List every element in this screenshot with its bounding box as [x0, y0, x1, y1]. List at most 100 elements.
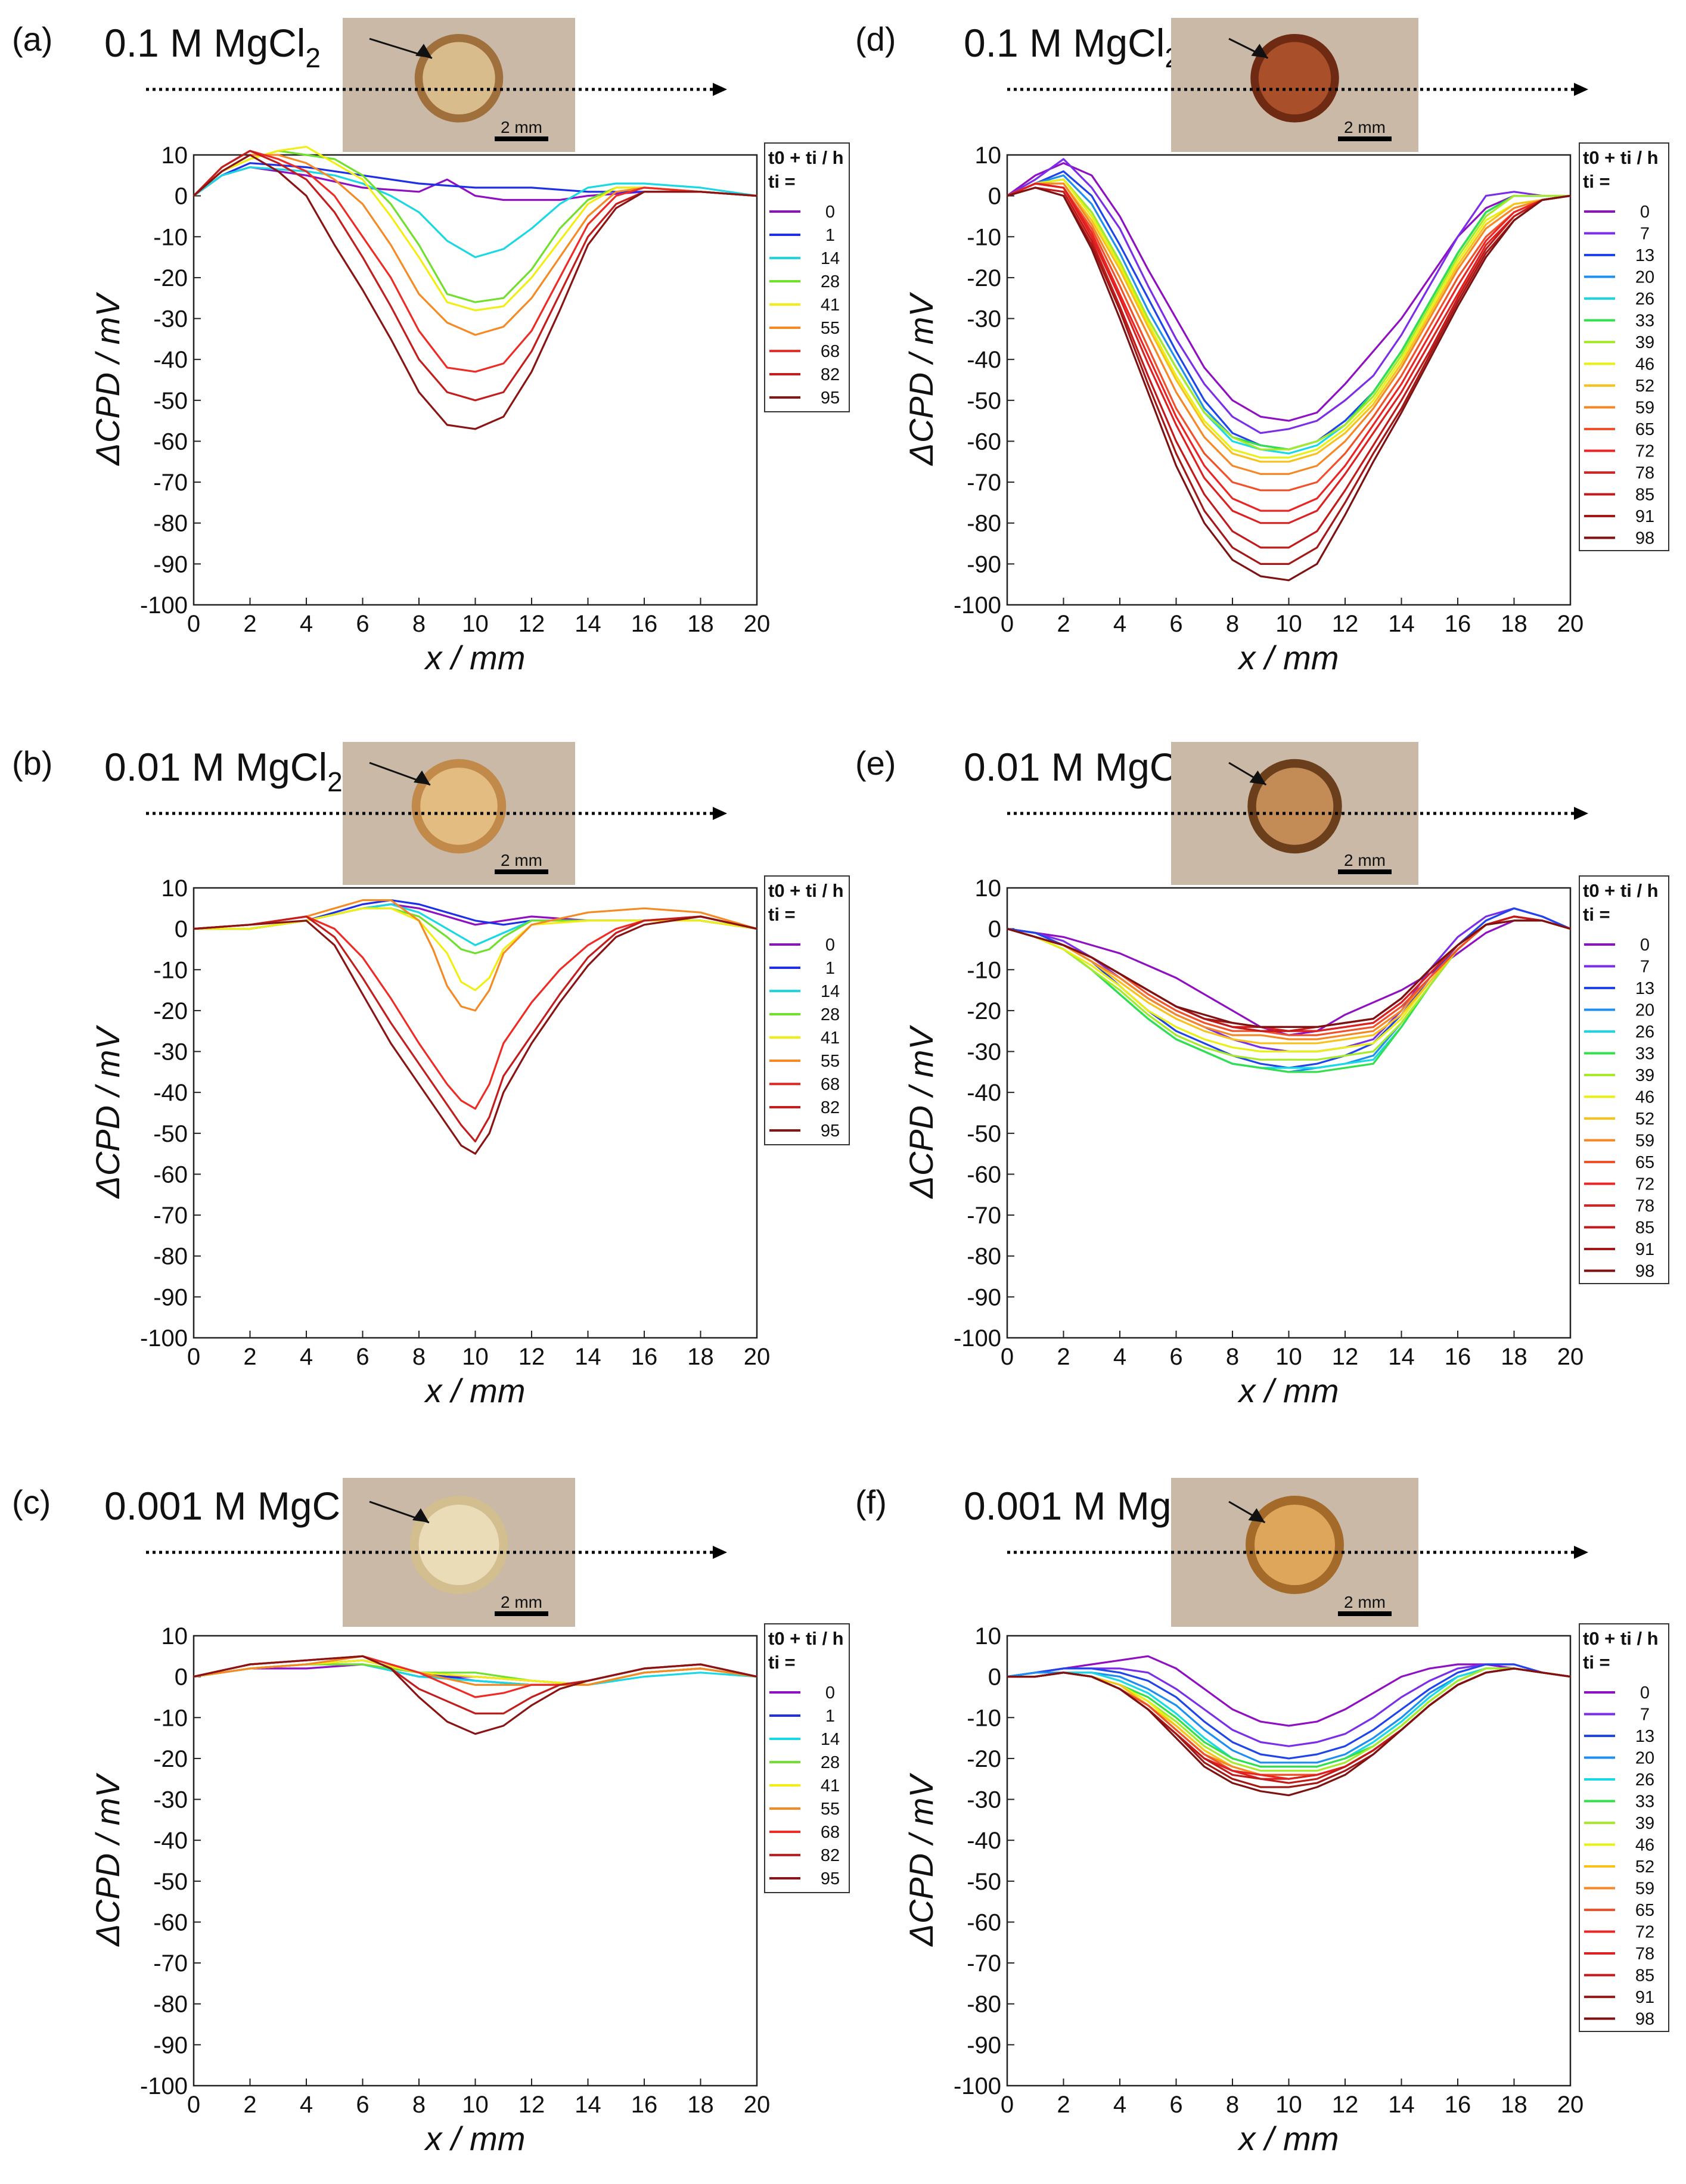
x-axis-title: x / mm: [424, 639, 526, 676]
legend-entry: 78: [1635, 1944, 1654, 1964]
y-tick-label: -30: [153, 1787, 188, 1813]
legend-header-ti: ti =: [768, 1652, 796, 1673]
legend-box: [764, 142, 850, 412]
y-tick-label: -100: [140, 2073, 188, 2099]
legend-entry: 20: [1635, 268, 1654, 287]
y-tick-label: 10: [975, 142, 1002, 169]
x-tick-label: 8: [412, 611, 426, 637]
y-axis-title: ΔCPD / mV: [89, 1025, 126, 1200]
legend-entry: 59: [1635, 399, 1654, 418]
series-line-52: [1007, 182, 1571, 463]
legend-entry: 26: [1635, 290, 1654, 309]
y-tick-label: -40: [153, 1080, 188, 1106]
y-tick-label: -60: [967, 1909, 1001, 1936]
series-line-52: [1007, 915, 1571, 1045]
x-tick-label: 10: [462, 2092, 489, 2118]
legend-entry: 7: [1640, 225, 1650, 244]
legend-entry: 65: [1635, 1901, 1654, 1920]
legend-header: t0 + ti / h: [768, 147, 844, 168]
y-tick-label: -30: [967, 1039, 1001, 1065]
scale-bar-label: 2 mm: [501, 1593, 542, 1611]
x-tick-label: 0: [187, 2092, 200, 2118]
legend-header-ti: ti =: [768, 904, 796, 925]
y-tick-label: -50: [967, 1869, 1001, 1895]
y-axis-title: ΔCPD / mV: [89, 292, 126, 467]
legend-entry: 95: [821, 1121, 840, 1141]
x-tick-label: 0: [187, 611, 200, 637]
legend-entry: 59: [1635, 1879, 1654, 1899]
x-tick-label: 4: [300, 611, 313, 637]
legend-header-ti: ti =: [768, 171, 796, 192]
y-tick-label: -10: [967, 957, 1001, 983]
x-tick-label: 14: [575, 611, 601, 637]
series-line-95: [193, 915, 757, 1155]
y-tick-label: -20: [153, 1746, 188, 1772]
x-tick-label: 20: [744, 611, 771, 637]
legend-entry: 14: [821, 1730, 840, 1749]
legend-entry: 1: [825, 959, 835, 978]
legend-entry: 1: [825, 1707, 835, 1726]
legend-box: [1579, 875, 1669, 1284]
legend-entry: 20: [1635, 1749, 1654, 1768]
legend-entry: 78: [1635, 464, 1654, 483]
legend-entry: 59: [1635, 1132, 1654, 1151]
x-tick-label: 2: [243, 1344, 256, 1370]
panel-title: 0.1 M MgCl2: [964, 21, 1180, 73]
legend-entry: 55: [821, 1800, 840, 1819]
y-tick-label: -50: [153, 1869, 188, 1895]
y-tick-label: -70: [153, 470, 188, 496]
y-tick-label: -50: [153, 388, 188, 414]
series-line-91: [1007, 1667, 1571, 1788]
y-tick-label: -50: [153, 1121, 188, 1147]
plot-frame: [192, 887, 758, 1339]
y-tick-label: -50: [967, 1121, 1001, 1147]
x-tick-label: 6: [356, 2092, 369, 2118]
pointer-arrowhead: [1248, 1508, 1265, 1523]
series-line-7: [1007, 158, 1570, 434]
legend-header: t0 + ti / h: [1583, 880, 1659, 901]
x-tick-label: 8: [1226, 2092, 1239, 2118]
legend-box: [1579, 1623, 1669, 2032]
legend-entry: 7: [1640, 958, 1650, 977]
y-tick-label: -70: [153, 1950, 188, 1977]
x-tick-label: 16: [631, 611, 658, 637]
series-line-7: [1007, 1663, 1571, 1747]
series-line-65: [1007, 182, 1571, 492]
series-line-85: [1007, 187, 1571, 549]
x-tick-label: 20: [1557, 611, 1584, 637]
series-line-65: [1007, 915, 1571, 1036]
panel-title: 0.01 M MgCl2: [964, 745, 1202, 797]
legend-entry: 33: [1635, 312, 1654, 331]
legend-entry: 26: [1635, 1023, 1654, 1042]
pointer-arrowhead: [1251, 44, 1268, 58]
series-line-82: [193, 915, 757, 1143]
panel-title: 0.01 M MgCl2: [104, 745, 343, 797]
y-tick-label: -20: [967, 998, 1001, 1024]
y-tick-label: -100: [140, 1325, 188, 1352]
x-tick-label: 20: [744, 1344, 771, 1370]
series-line-55: [193, 899, 757, 1012]
series-line-28: [194, 907, 757, 955]
legend-entry: 85: [1635, 1966, 1654, 1986]
sample-droplet: [1258, 42, 1331, 114]
scan-line-arrowhead: [713, 83, 727, 96]
legend-entry: 95: [821, 389, 840, 408]
sample-droplet: [420, 768, 498, 845]
x-tick-label: 0: [187, 1344, 200, 1370]
series-line-28: [192, 150, 757, 303]
y-tick-label: 0: [988, 1664, 1001, 1691]
x-tick-label: 4: [300, 1344, 313, 1370]
series-line-14: [193, 1663, 757, 1686]
scan-line-arrowhead: [1574, 807, 1588, 820]
series-line-33: [1007, 1667, 1571, 1768]
series-line-13: [1007, 1663, 1571, 1760]
x-axis-title: x / mm: [424, 2120, 526, 2157]
legend-entry: 0: [1640, 1683, 1650, 1703]
y-tick-label: -100: [954, 1325, 1001, 1352]
plot-frame: [1006, 154, 1572, 606]
legend-entry: 41: [821, 1776, 840, 1795]
y-tick-label: -90: [153, 2032, 188, 2058]
y-tick-label: 0: [175, 917, 188, 943]
